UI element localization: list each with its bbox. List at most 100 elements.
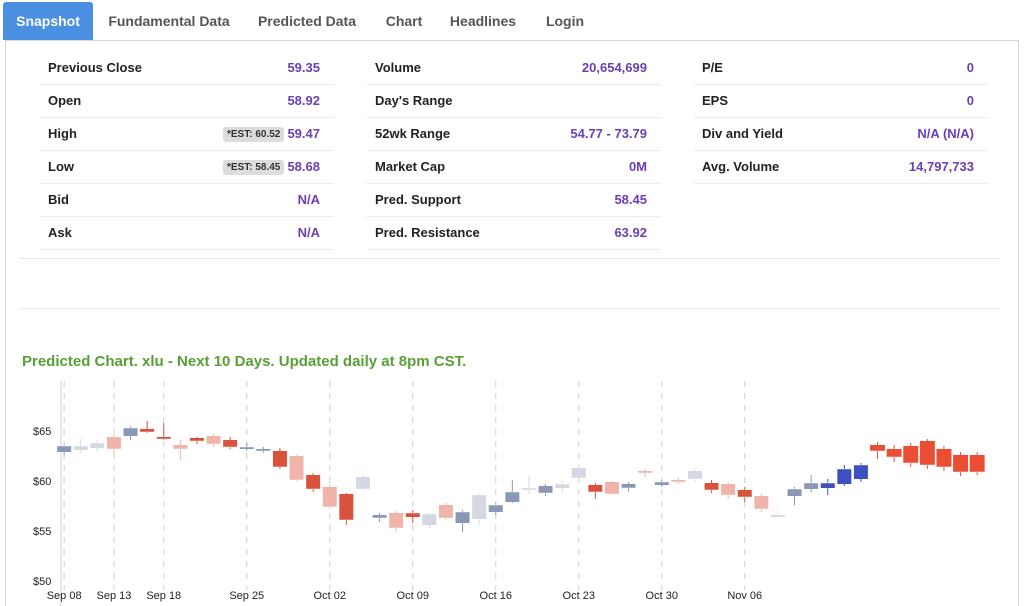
candle-body [472, 495, 487, 519]
stat-label: High [48, 126, 77, 141]
stat-row-ask: Ask N/A [40, 217, 334, 250]
candle-body [256, 449, 271, 451]
stat-label: P/E [702, 60, 723, 75]
stat-value: 63.92 [614, 225, 647, 240]
y-tick-label: $60 [33, 476, 51, 488]
candle [289, 455, 304, 481]
stat-row-high: High *EST: 60.52 59.47 [40, 118, 334, 151]
y-tick-label: $65 [33, 426, 51, 438]
candle-body [123, 428, 138, 436]
candle [770, 511, 785, 517]
stat-label: Open [48, 93, 82, 108]
candle-body [654, 482, 669, 485]
stat-value: 58.45 [614, 192, 647, 207]
candle-body [687, 471, 702, 479]
candle [355, 475, 370, 491]
candle [671, 478, 686, 484]
candle-body [671, 480, 686, 482]
candle-body [538, 486, 553, 493]
stat-label: Pred. Resistance [375, 225, 480, 240]
candle [820, 479, 835, 495]
candle [90, 440, 105, 451]
stat-label: Previous Close [48, 60, 142, 75]
candle [621, 482, 636, 492]
candle-body [820, 483, 835, 488]
candle [638, 469, 653, 477]
stat-label: Avg. Volume [702, 159, 780, 174]
stat-label: EPS [702, 93, 729, 108]
candle [405, 510, 420, 523]
tab-snapshot[interactable]: Snapshot [3, 2, 93, 40]
tab-chart[interactable]: Chart [385, 13, 423, 29]
candle [272, 448, 287, 469]
candle-body [919, 441, 935, 465]
x-tick-label: Oct 16 [480, 590, 512, 602]
candle-body [422, 514, 437, 525]
stat-value: 0M [628, 159, 647, 174]
stat-value: N/A [297, 192, 320, 207]
snapshot-panel [5, 40, 1019, 606]
x-tick-label: Sep 13 [97, 590, 132, 602]
candle [73, 439, 88, 453]
candle-body [405, 513, 420, 517]
candle-body [189, 438, 204, 441]
candle-body [173, 445, 188, 449]
candle [140, 421, 155, 433]
stat-label: Ask [48, 225, 72, 240]
candle-body [289, 456, 304, 480]
chart-title: Predicted Chart. xlu - Next 10 Days. Upd… [22, 353, 467, 370]
x-tick-label: Sep 25 [229, 590, 264, 602]
candle-body [754, 496, 769, 509]
candle-body [555, 484, 570, 488]
stat-row-div-yield: Div and Yield N/A (N/A) [694, 118, 988, 151]
candle-body [521, 488, 536, 490]
candle [339, 493, 354, 525]
candle [936, 446, 952, 471]
candle-body [953, 455, 969, 472]
stat-value: 58.92 [287, 93, 320, 108]
stat-row-pred-support: Pred. Support 58.45 [367, 184, 661, 217]
stat-label: Pred. Support [375, 192, 461, 207]
candle [189, 437, 204, 444]
x-tick-label: Oct 02 [314, 590, 346, 602]
stat-label: Volume [375, 60, 421, 75]
candle [870, 442, 886, 459]
candle [422, 513, 437, 528]
tab-headlines[interactable]: Headlines [449, 13, 517, 29]
divider [20, 308, 1000, 309]
candle-body [787, 489, 802, 496]
candle-body [272, 451, 287, 467]
candle-body [853, 465, 868, 479]
candle [604, 481, 619, 495]
candle-body [837, 469, 852, 484]
candle [306, 473, 321, 492]
stat-label: Div and Yield [702, 126, 783, 141]
stat-row-pred-resistance: Pred. Resistance 63.92 [367, 217, 661, 250]
stat-row-avg-volume: Avg. Volume 14,797,733 [694, 151, 988, 184]
candle [555, 481, 570, 493]
stat-row-open: Open 58.92 [40, 85, 334, 118]
tab-login[interactable]: Login [545, 13, 585, 29]
candle-body [571, 468, 586, 478]
candle-body [455, 512, 470, 523]
candle [372, 513, 387, 522]
candle-body [223, 440, 238, 447]
x-tick-label: Oct 09 [397, 590, 429, 602]
candle [953, 452, 969, 476]
candle [106, 435, 121, 453]
candle [57, 445, 72, 455]
candle-body [339, 494, 354, 520]
candle-body [588, 485, 603, 492]
candle-body [73, 446, 88, 450]
stat-value: 54.77 - 73.79 [570, 126, 647, 141]
tab-fundamental-data[interactable]: Fundamental Data [108, 13, 230, 29]
candle [322, 485, 337, 509]
candle [853, 463, 868, 482]
stat-label: Bid [48, 192, 69, 207]
candle [737, 487, 752, 502]
tab-predicted-data[interactable]: Predicted Data [257, 13, 357, 29]
x-tick-label: Oct 30 [646, 590, 678, 602]
estimate-badge: *EST: 58.45 [223, 160, 285, 175]
stat-value: N/A [297, 225, 320, 240]
